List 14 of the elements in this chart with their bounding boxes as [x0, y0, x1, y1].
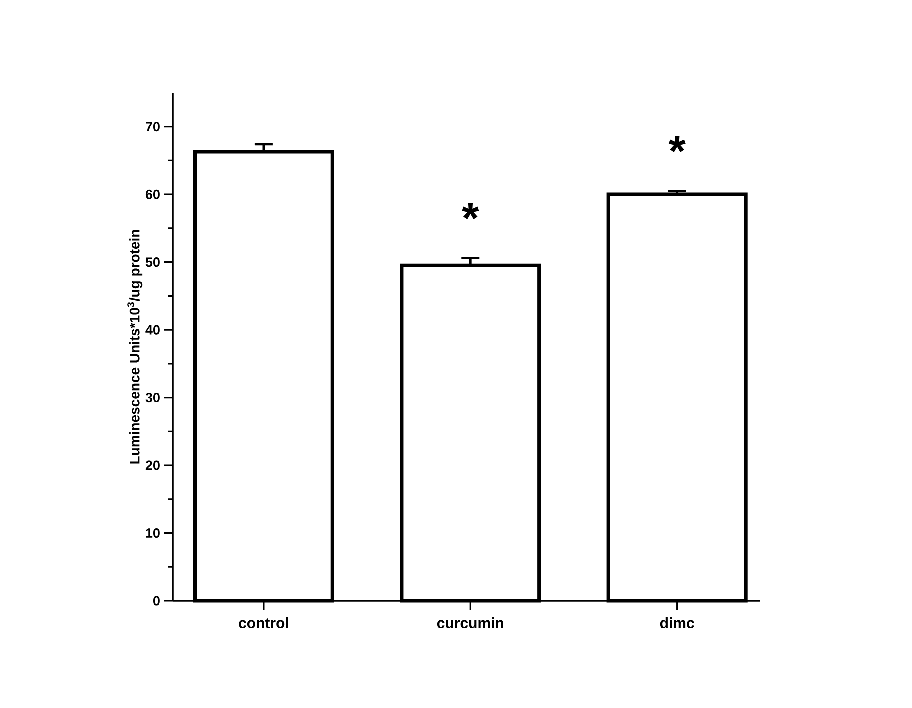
annotation: * [668, 136, 686, 152]
y-tick-label: 20 [146, 460, 160, 470]
y-tick-label: 70 [146, 122, 160, 132]
y-tick-label: 30 [146, 393, 160, 403]
y-axis-title: Luminescence Units*10$^{3}$/ug protein [128, 230, 143, 464]
y-tick-label: 10 [146, 528, 160, 538]
y-tick-label: 0 [154, 596, 160, 606]
y-tick-label: 50 [146, 258, 160, 268]
x-tick-label: control [239, 618, 288, 629]
x-tick-label: curcumin [437, 618, 504, 629]
y-tick-label: 60 [146, 190, 160, 200]
annotation: * [462, 203, 480, 220]
y-tick-label: 40 [146, 325, 160, 335]
x-tick-label: dimc [660, 618, 694, 629]
